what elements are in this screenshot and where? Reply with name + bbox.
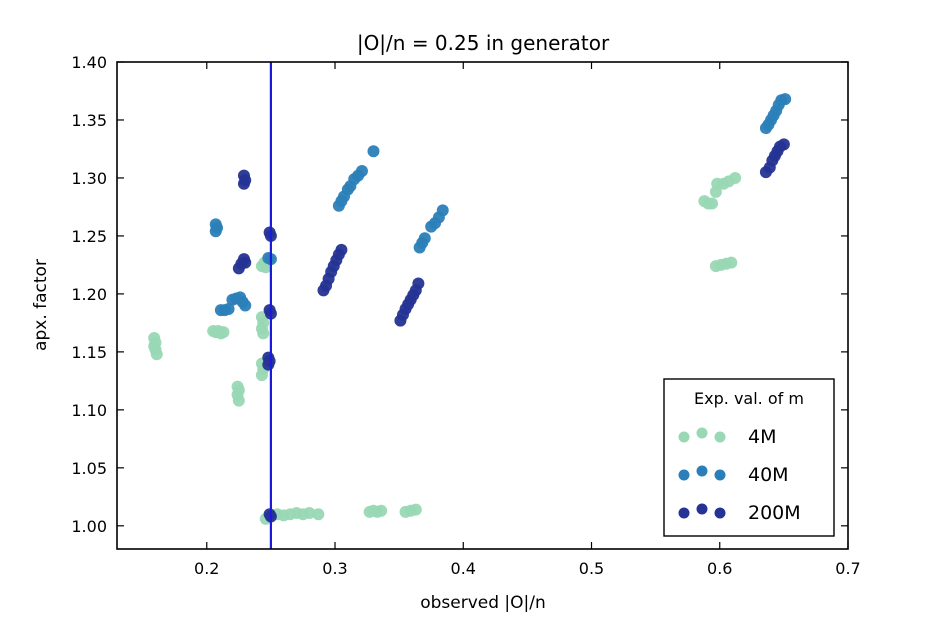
legend-entry-4m: 4M [678, 426, 776, 448]
plot-frame [116, 61, 849, 550]
legend-box [663, 378, 835, 537]
legend-marker [696, 465, 708, 477]
series-200m [232, 138, 790, 523]
x-axis-label: observed |O|/n [420, 593, 546, 613]
legend-marker [696, 503, 708, 515]
legend-marker [696, 427, 708, 439]
data-point [725, 256, 738, 269]
data-point [222, 302, 235, 315]
legend-entry-40m: 40M [678, 464, 789, 486]
y-axis-label: apx. factor [31, 259, 51, 351]
data-point [436, 204, 449, 217]
data-point [255, 369, 268, 382]
data-point [375, 504, 388, 517]
legend-title: Exp. val. of m [694, 389, 804, 408]
legend-marker [714, 507, 726, 519]
x-tick-label: 0.5 [579, 559, 604, 578]
y-tick-label: 1.15 [71, 343, 107, 362]
y-tick-label: 1.05 [71, 459, 107, 478]
legend: Exp. val. of m 4M 40M 200M [663, 378, 835, 537]
data-point [262, 358, 275, 371]
legend-marker [714, 469, 726, 481]
y-tick-label: 1.10 [71, 401, 107, 420]
y-tick-label: 1.25 [71, 227, 107, 246]
x-tick-label: 0.2 [194, 559, 219, 578]
legend-marker [678, 431, 690, 443]
legend-marker [678, 469, 690, 481]
data-point [239, 299, 252, 312]
y-tick-label: 1.35 [71, 111, 107, 130]
x-tick-label: 0.7 [835, 559, 860, 578]
data-point [367, 145, 380, 158]
legend-label: 4M [748, 426, 776, 448]
chart-title: |O|/n = 0.25 in generator [357, 31, 610, 55]
data-point [150, 348, 163, 361]
legend-entry-200m: 200M [678, 502, 801, 524]
y-tick-label: 1.20 [71, 285, 107, 304]
x-tick-label: 0.3 [322, 559, 347, 578]
y-tick-label: 1.30 [71, 169, 107, 188]
data-point [239, 256, 252, 269]
data-point [409, 503, 422, 516]
y-tick-label: 1.00 [71, 517, 107, 536]
data-point [312, 508, 325, 521]
data-point [412, 277, 425, 290]
data-point [335, 243, 348, 256]
data-point [237, 177, 250, 190]
data-points [148, 93, 792, 525]
legend-marker [678, 507, 690, 519]
legend-marker [714, 431, 726, 443]
x-tick-label: 0.4 [451, 559, 476, 578]
data-point [706, 197, 719, 210]
data-point [232, 394, 245, 407]
legend-label: 200M [748, 502, 801, 524]
series-40m [209, 93, 792, 317]
legend-label: 40M [748, 464, 789, 486]
data-point [209, 225, 222, 238]
data-point [729, 171, 742, 184]
data-point [779, 93, 792, 106]
data-point [257, 327, 270, 340]
data-point [777, 138, 790, 151]
y-tick-label: 1.40 [71, 53, 107, 72]
x-tick-label: 0.6 [707, 559, 732, 578]
data-point [217, 326, 230, 339]
series-4m [148, 171, 742, 525]
tick-labels: 0.2 0.3 0.4 0.5 0.6 0.7 1.00 1.05 1.10 1.15 1.20 1.… [71, 53, 860, 578]
data-point [418, 232, 431, 245]
data-point [303, 507, 316, 520]
data-point [355, 164, 368, 177]
